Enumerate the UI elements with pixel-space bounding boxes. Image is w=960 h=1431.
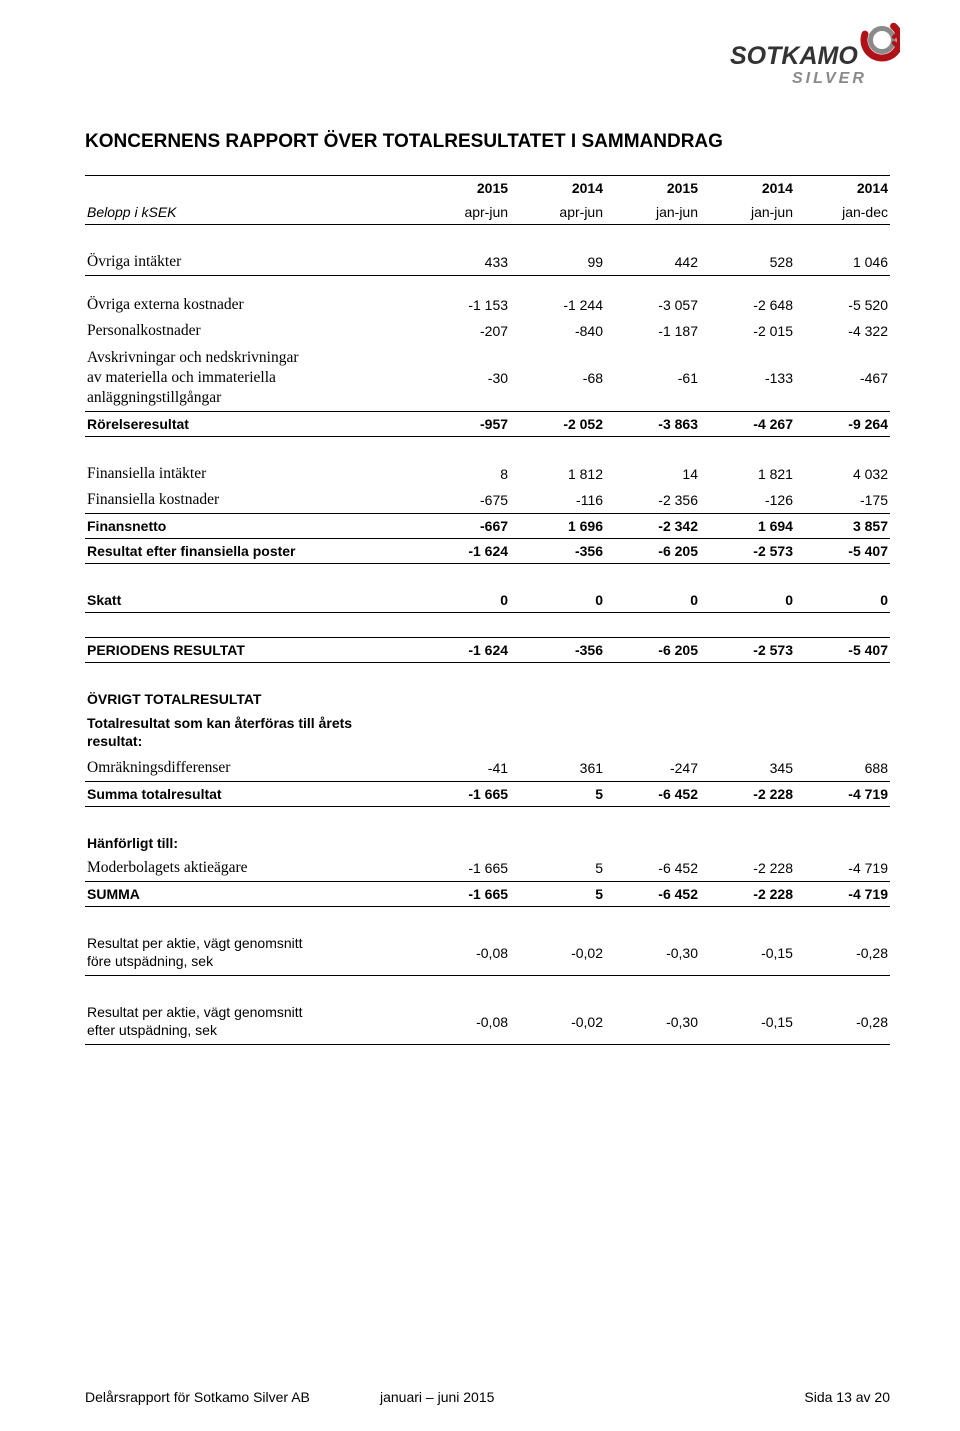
row-fin-kostnader: Finansiella kostnader -675-116-2 356-126… [85, 487, 890, 514]
year-col-1: 2014 [510, 176, 605, 201]
row-ovriga-externa: Övriga externa kostnader -1 153-1 244-3 … [85, 292, 890, 318]
row-summa-totalresultat: Summa totalresultat -1 6655-6 452-2 228-… [85, 782, 890, 807]
footer-left: Delårsrapport för Sotkamo Silver AB [85, 1389, 340, 1405]
row-summa: SUMMA -1 6655-6 452-2 228-4 719 [85, 882, 890, 907]
header-period-row: Belopp i kSEK apr-jun apr-jun jan-jun ja… [85, 200, 890, 225]
year-col-3: 2014 [700, 176, 795, 201]
period-col-2: jan-jun [605, 200, 700, 225]
header-label: Belopp i kSEK [85, 200, 415, 225]
year-col-4: 2014 [795, 176, 890, 201]
row-hanforligt-header: Hänförligt till: [85, 831, 890, 855]
footer-center: januari – juni 2015 [340, 1389, 635, 1405]
row-totalresultat-aterforas: Totalresultat som kan återföras till åre… [85, 711, 890, 755]
svg-text:SOTKAMO: SOTKAMO [730, 42, 858, 70]
row-ovriga-intakter: Övriga intäkter 433994425281 046 [85, 249, 890, 276]
row-personalkostnader: Personalkostnader -207-840-1 187-2 015-4… [85, 318, 890, 344]
period-col-3: jan-jun [700, 200, 795, 225]
financial-table: 2015 2014 2015 2014 2014 Belopp i kSEK a… [85, 175, 890, 1045]
row-fin-intakter: Finansiella intäkter 81 812141 8214 032 [85, 461, 890, 487]
period-col-0: apr-jun [415, 200, 510, 225]
row-rorelseresultat: Rörelseresultat -957-2 052-3 863-4 267-9… [85, 412, 890, 437]
row-ovrigt-totalresultat-header: ÖVRIGT TOTALRESULTAT [85, 687, 890, 711]
row-resultat-aktie-efter: Resultat per aktie, vägt genomsnittefter… [85, 1000, 890, 1044]
company-logo: SOTKAMO SILVER [730, 18, 900, 96]
row-avskrivningar: Avskrivningar och nedskrivningarav mater… [85, 344, 890, 412]
row-finansnetto: Finansnetto -6671 696-2 3421 6943 857 [85, 514, 890, 539]
page-footer: Delårsrapport för Sotkamo Silver AB janu… [85, 1389, 890, 1405]
period-col-1: apr-jun [510, 200, 605, 225]
page-title: KONCERNENS RAPPORT ÖVER TOTALRESULTATET … [85, 131, 890, 153]
header-years-row: 2015 2014 2015 2014 2014 [85, 176, 890, 201]
row-resultat-efter-fin: Resultat efter finansiella poster -1 624… [85, 539, 890, 564]
year-col-0: 2015 [415, 176, 510, 201]
footer-right: Sida 13 av 20 [635, 1389, 890, 1405]
row-omrakningsdiff: Omräkningsdifferenser -41361-247345688 [85, 755, 890, 782]
row-moderbolagets: Moderbolagets aktieägare -1 6655-6 452-2… [85, 855, 890, 882]
row-resultat-aktie-fore: Resultat per aktie, vägt genomsnittföre … [85, 931, 890, 975]
row-periodens-resultat: PERIODENS RESULTAT -1 624-356-6 205-2 57… [85, 638, 890, 663]
svg-text:SILVER: SILVER [792, 70, 867, 87]
year-col-2: 2015 [605, 176, 700, 201]
row-skatt: Skatt 00000 [85, 588, 890, 613]
period-col-4: jan-dec [795, 200, 890, 225]
